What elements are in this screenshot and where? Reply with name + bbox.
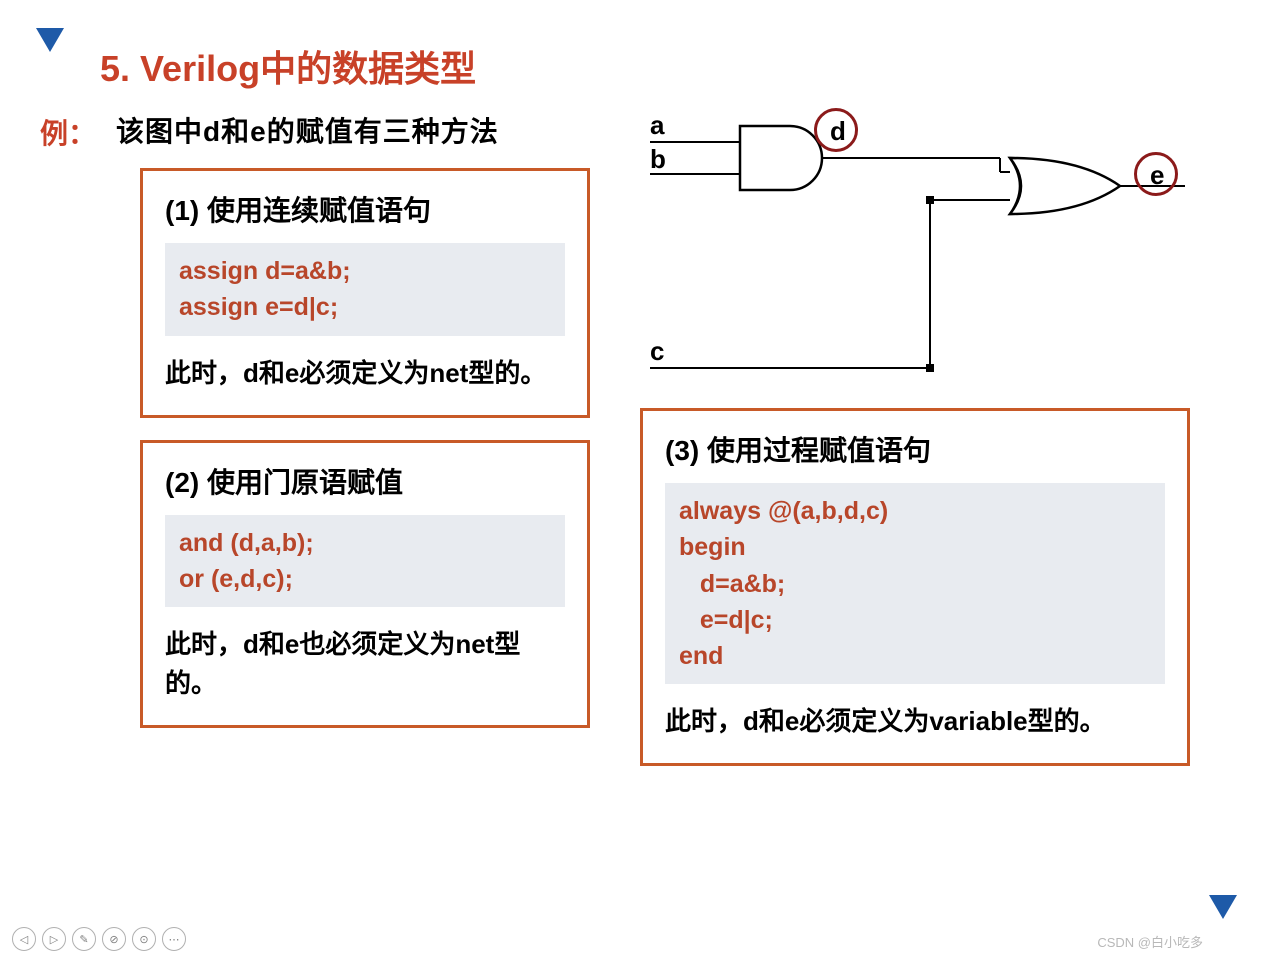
code-line: begin xyxy=(679,529,1151,565)
circle-e xyxy=(1134,152,1178,196)
box3-title: (3) 使用过程赋值语句 xyxy=(665,429,1165,469)
slide: 5. Verilog中的数据类型 例： 该图中d和e的赋值有三种方法 (1) 使… xyxy=(0,0,1273,959)
zoom-icon[interactable]: ⊙ xyxy=(132,927,156,951)
code-line: e=d|c; xyxy=(679,602,1151,638)
code-line: d=a&b; xyxy=(679,566,1151,602)
label-b: b xyxy=(650,144,666,175)
box1-title: (1) 使用连续赋值语句 xyxy=(165,189,565,229)
watermark: CSDN @白小吃多 xyxy=(1097,932,1203,951)
box2-code: and (d,a,b); or (e,d,c); xyxy=(165,515,565,608)
code-line: or (e,d,c); xyxy=(179,561,551,597)
code-line: assign d=a&b; xyxy=(179,253,551,289)
left-column: (1) 使用连续赋值语句 assign d=a&b; assign e=d|c;… xyxy=(140,168,590,766)
box1-note: 此时，d和e必须定义为net型的。 xyxy=(165,354,565,393)
box3-note: 此时，d和e必须定义为variable型的。 xyxy=(665,702,1165,741)
next-icon[interactable]: ▷ xyxy=(42,927,66,951)
right-column: a b c d e (3) 使用过程赋值语句 always @(a,b,d,c)… xyxy=(640,160,1190,766)
corner-marker-top xyxy=(36,28,64,52)
content-area: (1) 使用连续赋值语句 assign d=a&b; assign e=d|c;… xyxy=(30,160,1243,766)
label-c: c xyxy=(650,336,664,367)
prev-icon[interactable]: ◁ xyxy=(12,927,36,951)
pen-icon[interactable]: ✎ xyxy=(72,927,96,951)
method-box-3: (3) 使用过程赋值语句 always @(a,b,d,c) begin d=a… xyxy=(640,408,1190,766)
code-line: assign e=d|c; xyxy=(179,289,551,325)
box2-note: 此时，d和e也必须定义为net型的。 xyxy=(165,625,565,703)
circuit-diagram: a b c d e xyxy=(640,110,1200,380)
code-line: end xyxy=(679,638,1151,674)
corner-marker-bottom xyxy=(1209,895,1237,919)
method-box-1: (1) 使用连续赋值语句 assign d=a&b; assign e=d|c;… xyxy=(140,168,590,418)
label-a: a xyxy=(650,110,664,141)
box2-title: (2) 使用门原语赋值 xyxy=(165,461,565,501)
erase-icon[interactable]: ⊘ xyxy=(102,927,126,951)
more-icon[interactable]: ⋯ xyxy=(162,927,186,951)
box1-code: assign d=a&b; assign e=d|c; xyxy=(165,243,565,336)
circle-d xyxy=(814,108,858,152)
slide-title: 5. Verilog中的数据类型 xyxy=(100,40,1243,92)
code-line: and (d,a,b); xyxy=(179,525,551,561)
bottom-toolbar: ◁ ▷ ✎ ⊘ ⊙ ⋯ xyxy=(12,927,186,951)
code-line: always @(a,b,d,c) xyxy=(679,493,1151,529)
circuit-svg xyxy=(640,110,1200,380)
box3-code: always @(a,b,d,c) begin d=a&b; e=d|c; en… xyxy=(665,483,1165,684)
method-box-2: (2) 使用门原语赋值 and (d,a,b); or (e,d,c); 此时，… xyxy=(140,440,590,729)
example-label: 例： xyxy=(40,112,96,152)
subtitle-text: 该图中d和e的赋值有三种方法 xyxy=(116,110,499,150)
